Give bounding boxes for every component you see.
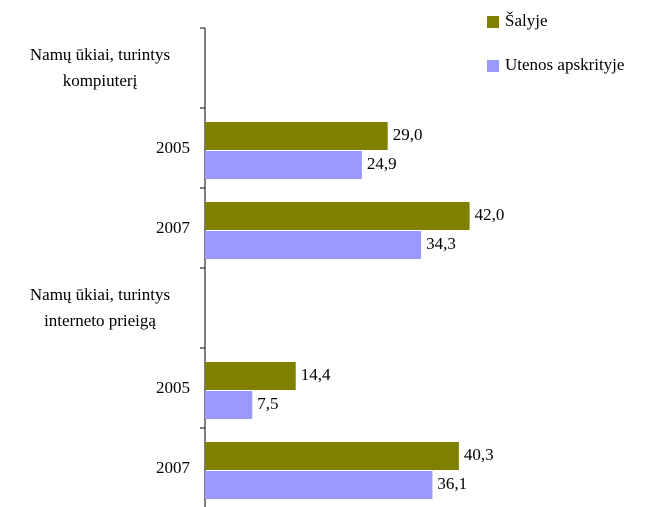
value-label: 24,9	[367, 154, 397, 173]
value-label: 42,0	[475, 205, 505, 224]
legend-swatch	[487, 16, 499, 28]
bar	[205, 362, 296, 390]
category-label: 2005	[156, 138, 190, 157]
category-label: 2007	[156, 218, 190, 237]
bar	[205, 122, 388, 150]
category-label: Namų ūkiai, turintys kompiuterį	[29, 45, 171, 90]
bar	[205, 202, 470, 230]
value-label: 29,0	[393, 125, 423, 144]
category-label: Namų ūkiai, turintys interneto prieigą	[29, 285, 171, 330]
bar	[205, 442, 459, 470]
legend-label: Šalyje	[505, 11, 548, 30]
bar	[205, 231, 422, 259]
legend-swatch	[487, 60, 499, 72]
value-label: 14,4	[301, 365, 331, 384]
value-label: 7,5	[257, 394, 278, 413]
value-label: 36,1	[437, 474, 467, 493]
bar	[205, 391, 253, 419]
legend-label: Utenos apskrityje	[505, 55, 624, 74]
bar	[205, 151, 362, 179]
value-label: 40,3	[464, 445, 494, 464]
value-label: 34,3	[426, 234, 456, 253]
category-label: 2007	[156, 458, 190, 477]
category-label: 2005	[156, 378, 190, 397]
bar	[205, 471, 433, 499]
